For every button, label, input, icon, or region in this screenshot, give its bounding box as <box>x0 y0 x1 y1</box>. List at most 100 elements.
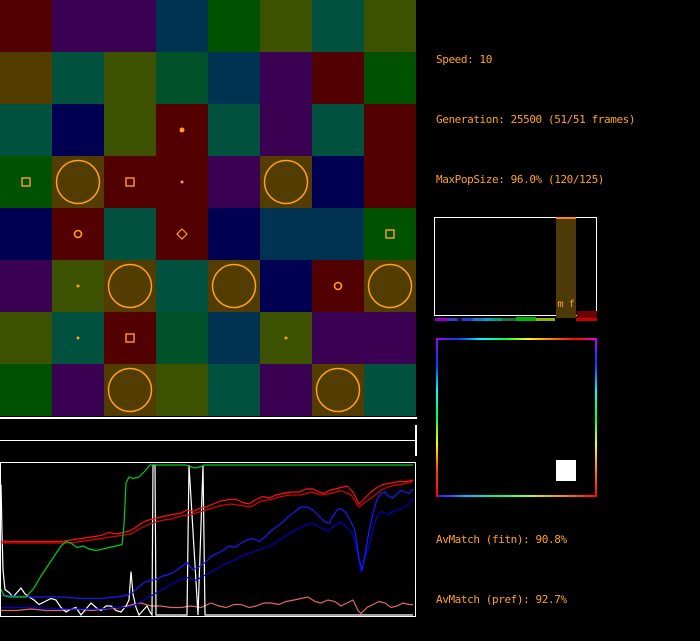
grid-cell <box>364 156 416 208</box>
grid-cell <box>208 156 260 208</box>
grid-cell <box>364 104 416 156</box>
stat-avmatch-fitn: AvMatch (fitn): 90.8% <box>436 533 567 546</box>
grid-cell <box>104 156 156 208</box>
strip-segment <box>483 318 492 321</box>
grid-cell <box>260 208 312 260</box>
grid-cell <box>312 156 364 208</box>
grid-cell <box>104 208 156 260</box>
stat-maxpopsize: MaxPopSize: 96.0% (120/125) <box>436 173 605 186</box>
grid-cell <box>0 52 52 104</box>
grid-bottom-border <box>0 417 417 419</box>
grid-cell <box>52 0 104 52</box>
rainbow-edge-top <box>436 338 597 340</box>
grid-cell <box>0 312 52 364</box>
grid-cell <box>312 312 364 364</box>
series-blue-upper <box>1 488 414 600</box>
grid-cell <box>364 52 416 104</box>
strip-segment <box>473 318 483 321</box>
grid-cell <box>260 260 312 312</box>
world-grid[interactable] <box>0 0 416 416</box>
series-red-lower <box>1 480 414 544</box>
grid-cell <box>208 104 260 156</box>
grid-cell <box>0 260 52 312</box>
grid-cell <box>156 364 208 416</box>
grid-cell <box>208 52 260 104</box>
series-green-line <box>1 464 413 598</box>
grid-cell <box>156 156 208 208</box>
grid-cell <box>312 260 364 312</box>
grid-cell <box>312 52 364 104</box>
stat-avmatch-pref: AvMatch (pref): 92.7% <box>436 593 567 606</box>
grid-cell <box>52 156 104 208</box>
grid-cell <box>0 104 52 156</box>
grid-cell <box>260 156 312 208</box>
grid-cell <box>260 364 312 416</box>
grid-cell <box>156 0 208 52</box>
strip-segment <box>457 318 462 321</box>
strip-segment <box>502 318 516 321</box>
grid-cell <box>52 104 104 156</box>
timeline-track[interactable] <box>0 440 415 441</box>
grid-cell <box>104 260 156 312</box>
grid-cell <box>208 260 260 312</box>
stat-speed: Speed: 10 <box>436 53 493 66</box>
grid-cell <box>52 260 104 312</box>
grid-cell <box>104 104 156 156</box>
strip-segment <box>448 318 457 321</box>
grid-cell <box>260 52 312 104</box>
grid-cell <box>364 260 416 312</box>
rainbow-edge-right <box>595 338 597 497</box>
species-bar-cap <box>556 217 576 219</box>
grid-cell <box>156 312 208 364</box>
strip-segment <box>492 318 502 321</box>
grid-cell <box>208 364 260 416</box>
grid-cell <box>104 0 156 52</box>
grid-cell <box>312 104 364 156</box>
species-bar-label: m f <box>557 299 575 310</box>
grid-cell <box>208 0 260 52</box>
grid-cell <box>0 156 52 208</box>
strip-segment <box>435 318 448 321</box>
grid-cell <box>364 208 416 260</box>
grid-cell <box>156 104 208 156</box>
series-red-upper <box>1 479 414 543</box>
strip-segment <box>576 318 597 321</box>
series-blue-lower <box>1 497 414 610</box>
grid-cell <box>104 364 156 416</box>
grid-cell <box>208 312 260 364</box>
evolution-chart <box>0 462 416 617</box>
species-bar-male-female <box>556 219 576 318</box>
grid-cell <box>52 208 104 260</box>
strip-segment <box>536 318 555 321</box>
rainbow-edge-left <box>436 338 438 497</box>
grid-cell <box>260 0 312 52</box>
grid-cell <box>312 208 364 260</box>
grid-cell <box>52 52 104 104</box>
grid-cell <box>208 208 260 260</box>
grid-cell <box>0 0 52 52</box>
grid-cell <box>52 364 104 416</box>
strip-segment <box>516 317 536 321</box>
grid-cell <box>364 312 416 364</box>
stat-generation: Generation: 25500 (51/51 frames) <box>436 113 636 126</box>
rainbow-edge-bottom <box>436 495 597 497</box>
grid-cell <box>0 364 52 416</box>
grid-cell <box>156 52 208 104</box>
rainbow-border-box <box>436 338 597 497</box>
grid-cell <box>52 312 104 364</box>
grid-cell <box>364 0 416 52</box>
evolution-chart-canvas <box>1 464 414 616</box>
series-white-indicator <box>1 464 413 616</box>
strip-segment <box>462 318 473 321</box>
grid-cell <box>104 52 156 104</box>
series-salmon-line <box>1 596 413 615</box>
grid-cell <box>312 0 364 52</box>
grid-cell <box>260 312 312 364</box>
timeline-cursor[interactable] <box>415 425 417 456</box>
grid-cell <box>104 312 156 364</box>
grid-cell <box>156 208 208 260</box>
grid-cell <box>312 364 364 416</box>
grid-cell <box>0 208 52 260</box>
white-marker-square <box>556 460 576 481</box>
species-bar-red <box>577 311 597 318</box>
